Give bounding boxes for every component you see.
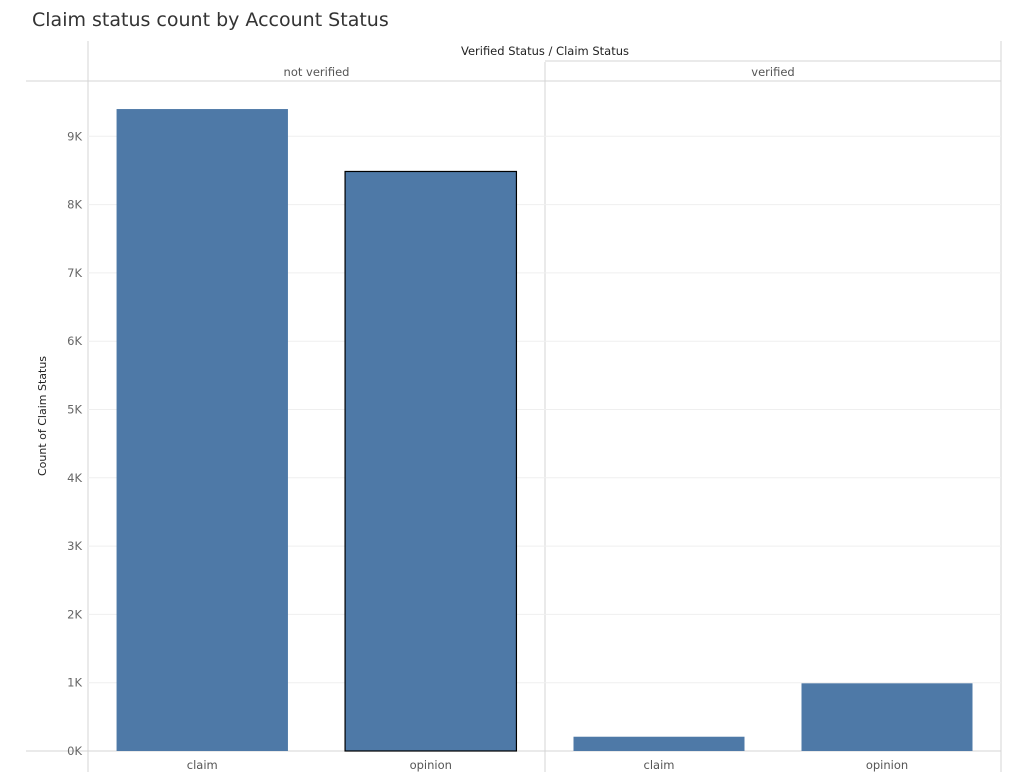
y-tick-label: 5K: [67, 403, 82, 417]
group-label: verified: [751, 65, 794, 79]
y-tick-label: 3K: [67, 539, 82, 553]
chart-title: Claim status count by Account Status: [32, 9, 389, 31]
y-tick-label: 0K: [67, 744, 82, 758]
bar[interactable]: [116, 109, 288, 752]
group-label: not verified: [284, 65, 350, 79]
y-tick-label: 7K: [67, 266, 82, 280]
y-tick-label: 9K: [67, 129, 82, 143]
x-tick-label: opinion: [410, 758, 452, 772]
column-header: Verified Status / Claim Status: [461, 44, 629, 58]
x-tick-label: claim: [187, 758, 218, 772]
x-tick-label: claim: [644, 758, 675, 772]
y-tick-label: 6K: [67, 334, 82, 348]
bar[interactable]: [801, 683, 973, 751]
group-labels: not verified verified: [284, 65, 795, 79]
bar[interactable]: [344, 170, 518, 752]
y-tick-label: 8K: [67, 198, 82, 212]
bars: [116, 109, 973, 752]
x-tick-label: opinion: [866, 758, 908, 772]
y-axis-ticks: 0K 1K 2K 3K 4K 5K 6K 7K 8K 9K: [67, 129, 82, 758]
x-axis-ticks: claim opinion claim opinion: [187, 758, 908, 772]
y-tick-label: 2K: [67, 607, 82, 621]
y-axis-label: Count of Claim Status: [36, 356, 49, 476]
y-tick-label: 4K: [67, 471, 82, 485]
y-tick-label: 1K: [67, 676, 82, 690]
bar[interactable]: [573, 736, 745, 751]
